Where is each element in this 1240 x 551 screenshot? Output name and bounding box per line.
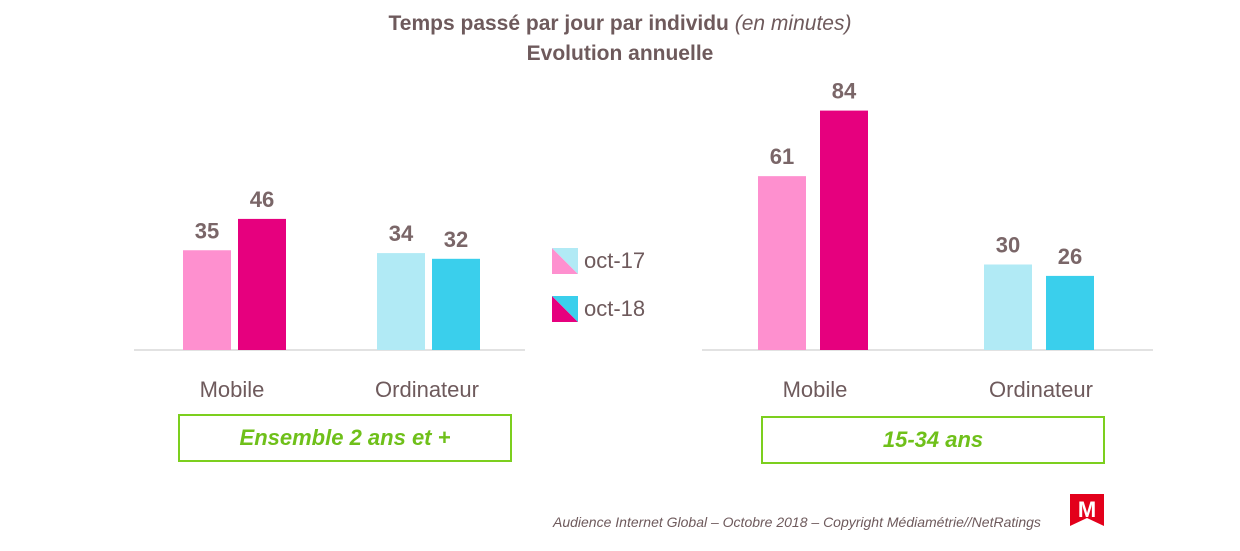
data-label: 26 bbox=[1058, 244, 1082, 269]
group-label-15-34: 15-34 ans bbox=[761, 416, 1105, 464]
mediametrie-logo-icon: M bbox=[1070, 494, 1104, 526]
legend-item-oct17: oct-17 bbox=[552, 248, 645, 274]
legend-swatch-oct17-icon bbox=[552, 248, 578, 274]
bar-mobile-oct-17 bbox=[758, 176, 806, 350]
chart-title-main: Temps passé par jour par individu bbox=[388, 12, 729, 35]
legend-label-oct18: oct-18 bbox=[584, 296, 646, 321]
x-tick-label: Ordinateur bbox=[375, 377, 479, 402]
legend-swatch-oct18-icon bbox=[552, 296, 578, 322]
chart-subtitle: Evolution annuelle bbox=[526, 42, 714, 65]
data-label: 84 bbox=[832, 79, 857, 104]
bar-ordinateur-oct-18 bbox=[432, 258, 480, 350]
logo-letter: M bbox=[1078, 497, 1096, 522]
bar-ordinateur-oct-17 bbox=[377, 253, 425, 350]
chart-title-unit: (en minutes) bbox=[734, 12, 852, 35]
data-label: 34 bbox=[389, 221, 414, 246]
bar-mobile-oct-18 bbox=[820, 110, 868, 350]
x-tick-label: Mobile bbox=[783, 377, 848, 402]
data-label: 61 bbox=[770, 144, 794, 169]
legend-item-oct18: oct-18 bbox=[552, 296, 645, 322]
legend-label-oct17: oct-17 bbox=[584, 248, 646, 273]
bar-mobile-oct-17 bbox=[183, 250, 231, 350]
data-label: 32 bbox=[444, 227, 468, 252]
bar-ordinateur-oct-17 bbox=[984, 264, 1032, 350]
data-label: 46 bbox=[250, 187, 274, 212]
x-tick-label: Ordinateur bbox=[989, 377, 1093, 402]
chart-title-line1: Temps passé par jour par individu (en mi… bbox=[0, 10, 1240, 38]
data-label: 35 bbox=[195, 218, 219, 243]
group-label-all: Ensemble 2 ans et + bbox=[178, 414, 512, 462]
data-label: 30 bbox=[996, 233, 1020, 258]
x-tick-label: Mobile bbox=[200, 377, 265, 402]
footer-source: Audience Internet Global – Octobre 2018 … bbox=[553, 514, 1041, 530]
bar-ordinateur-oct-18 bbox=[1046, 275, 1094, 350]
bar-mobile-oct-18 bbox=[238, 218, 286, 350]
